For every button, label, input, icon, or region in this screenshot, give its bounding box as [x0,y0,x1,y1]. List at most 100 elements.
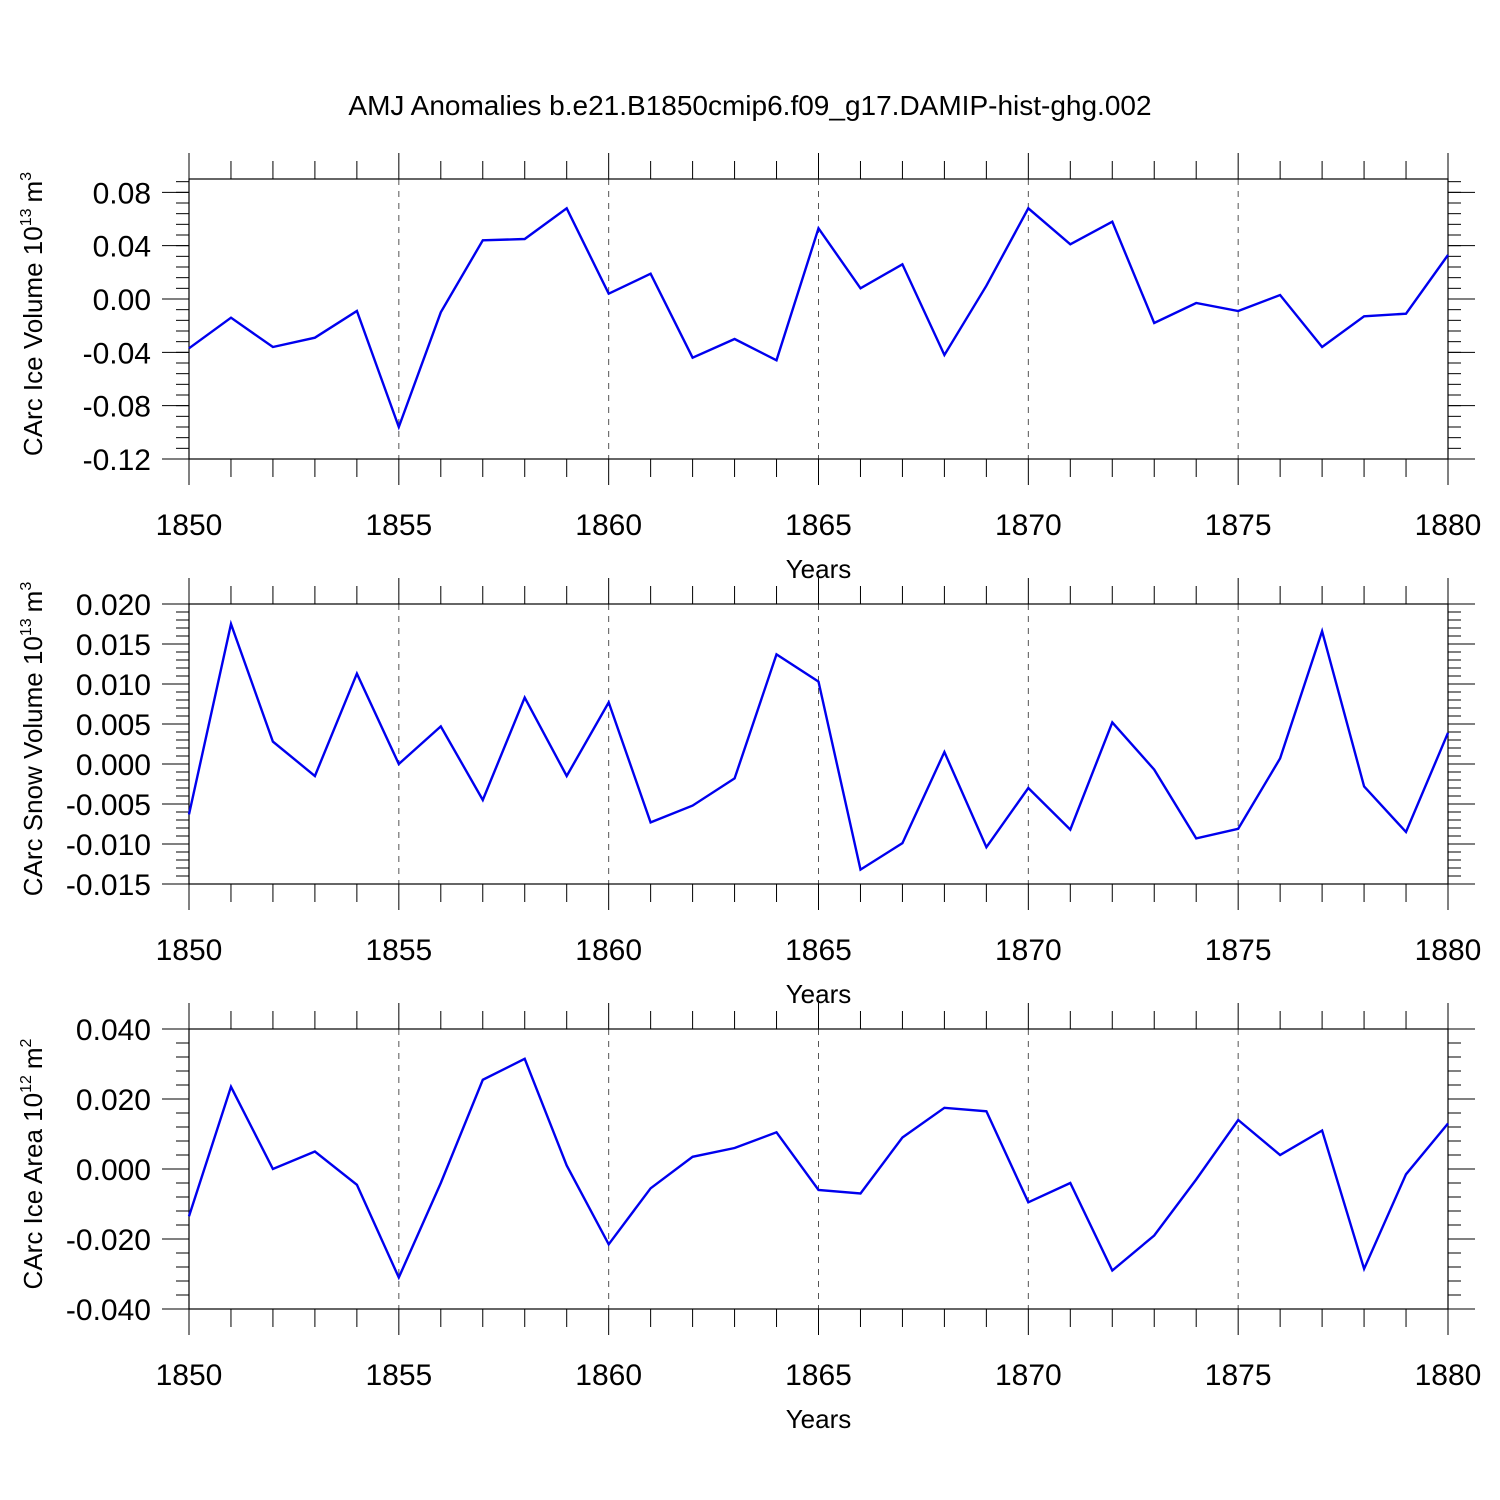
y-tick-label: 0.000 [76,1154,151,1187]
data-point [439,1181,443,1185]
data-point [1026,206,1030,210]
x-tick-label: 1850 [156,1359,223,1392]
panel-1: -0.12 -0.08 -0.04 0.00 0.04 0.08 1850 1855 1860 1… [18,153,1481,584]
data-point [1194,1178,1198,1182]
x-tick-label: 1870 [995,509,1062,542]
y-axis-label: CArc Ice Volume 1013 m3 [18,172,48,456]
y-axis-label-unit-exponent: 3 [18,582,35,591]
data-point [1152,321,1156,325]
y-tick-label: 0.015 [76,629,151,662]
data-point [1446,1122,1450,1126]
data-point [1278,293,1282,297]
data-point [1068,242,1072,246]
data-point [649,1186,653,1190]
y-axis-label-main: CArc Ice Area 10 [18,1093,48,1290]
y-axis-label-unit: m [18,591,48,613]
x-axis-label: Years [786,1404,852,1434]
y-tick-label: -0.08 [83,391,151,424]
data-point [1404,312,1408,316]
data-point [355,672,359,676]
data-point [271,740,275,744]
data-point [397,762,401,766]
data-point [1404,1172,1408,1176]
data-point [858,868,862,872]
data-point [187,346,191,350]
data-point [607,1242,611,1246]
y-axis-label-unit-exponent: 2 [18,1038,35,1047]
data-point [984,845,988,849]
data-point [187,812,191,816]
data-point [523,696,527,700]
data-point [1404,830,1408,834]
data-point [775,1130,779,1134]
x-tick-label: 1865 [785,1359,852,1392]
x-tick-label: 1860 [575,934,642,967]
data-point [1320,345,1324,349]
data-point [1362,784,1366,788]
data-point [355,309,359,313]
x-tick-label: 1870 [995,934,1062,967]
data-point [1194,301,1198,305]
y-tick-label: -0.020 [66,1224,151,1257]
x-tick-label: 1875 [1205,1359,1272,1392]
data-point [1236,827,1240,831]
data-point [607,700,611,704]
data-point [187,1214,191,1218]
data-point [691,1155,695,1159]
data-point [565,206,569,210]
data-point [1236,309,1240,313]
y-tick-label: 0.020 [76,589,151,622]
data-point [1446,731,1450,735]
y-axis-label-unit-exponent: 3 [18,172,35,181]
data-point [481,1078,485,1082]
data-point [1362,1267,1366,1271]
data-point [942,750,946,754]
x-tick-label: 1880 [1415,934,1482,967]
data-point [1320,1129,1324,1133]
data-point [900,841,904,845]
data-point [229,316,233,320]
data-point [397,1276,401,1280]
x-tick-label: 1850 [156,934,223,967]
y-tick-label: 0.040 [76,1014,151,1047]
x-tick-label: 1875 [1205,934,1272,967]
data-point [397,425,401,429]
y-tick-label: 0.08 [93,177,151,210]
y-tick-label: 0.010 [76,669,151,702]
data-point [523,1057,527,1061]
data-point [691,804,695,808]
x-tick-label: 1855 [365,509,432,542]
data-point [439,310,443,314]
y-axis-label-exponent: 13 [18,618,35,636]
data-point [649,820,653,824]
data-point [733,776,737,780]
data-point [1110,720,1114,724]
data-point [1194,836,1198,840]
data-point [1110,1269,1114,1273]
y-tick-label: 0.020 [76,1084,151,1117]
x-tick-label: 1875 [1205,509,1272,542]
panels: -0.12 -0.08 -0.04 0.00 0.04 0.08 1850 1855 1860 1… [18,153,1481,1434]
y-axis-label-unit: m [18,181,48,203]
data-point [1026,786,1030,790]
data-point [1152,1234,1156,1238]
data-point [229,622,233,626]
y-axis-label-unit: m [18,1047,48,1069]
data-point [481,798,485,802]
data-point [271,1167,275,1171]
data-point [1278,756,1282,760]
data-point [1026,1200,1030,1204]
series-line [187,1057,1449,1281]
data-point [1278,1153,1282,1157]
data-point [1068,1181,1072,1185]
data-point [858,1192,862,1196]
data-point [900,262,904,266]
data-point [565,1164,569,1168]
panel-2: -0.015 -0.010 -0.005 0.000 0.005 0.010 0.015 0.… [18,578,1481,1009]
data-point [1110,220,1114,224]
data-point [691,356,695,360]
data-point [649,272,653,276]
x-tick-label: 1860 [575,1359,642,1392]
data-point [775,652,779,656]
